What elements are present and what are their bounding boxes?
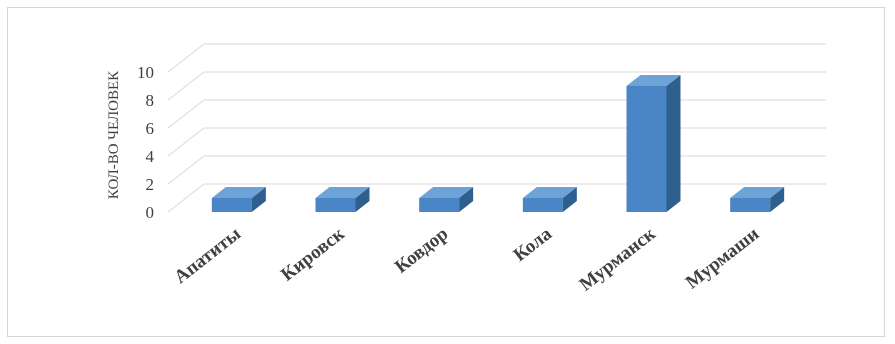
x-tick-label: Кировск bbox=[277, 223, 348, 285]
bar-front bbox=[419, 198, 460, 212]
bar-front bbox=[730, 198, 771, 212]
x-tick-labels: Апатиты Кировск Ковдор Кола Мурманск Мурмаши bbox=[170, 223, 763, 295]
y-tick-label: 8 bbox=[146, 91, 155, 110]
y-tick-label: 10 bbox=[137, 63, 154, 82]
bar-side bbox=[562, 187, 577, 212]
bar-top bbox=[315, 187, 370, 198]
bar bbox=[522, 187, 577, 212]
y-tick-label: 0 bbox=[146, 203, 155, 222]
bar-top bbox=[211, 187, 266, 198]
bar-top bbox=[522, 187, 577, 198]
bar-top bbox=[626, 75, 681, 86]
bar-side bbox=[459, 187, 474, 212]
y-tick-labels: 0 2 4 6 8 10 bbox=[137, 63, 155, 222]
x-tick-label: Апатиты bbox=[170, 223, 245, 288]
x-tick-label: Кола bbox=[510, 223, 557, 266]
bar-front bbox=[522, 198, 563, 212]
chart-frame bbox=[7, 7, 885, 337]
gridline bbox=[167, 183, 826, 213]
bar-side bbox=[770, 187, 785, 212]
bar-top bbox=[419, 187, 474, 198]
y-tick-label: 2 bbox=[146, 175, 155, 194]
bar bbox=[211, 187, 266, 212]
grid-layer bbox=[167, 43, 826, 213]
gridline bbox=[167, 127, 826, 157]
y-tick-label: 4 bbox=[146, 147, 155, 166]
bar bbox=[315, 187, 370, 212]
bar-side bbox=[666, 75, 681, 212]
bar bbox=[419, 187, 474, 212]
y-axis-label: КОЛ-ВО ЧЕЛОВЕК bbox=[106, 70, 122, 199]
x-tick-label: Ковдор bbox=[391, 223, 452, 277]
gridline bbox=[167, 155, 826, 185]
gridline bbox=[167, 43, 826, 73]
y-tick-label: 6 bbox=[146, 119, 155, 138]
bar-front bbox=[315, 198, 356, 212]
gridline bbox=[167, 99, 826, 129]
x-tick-label: Мурмаши bbox=[682, 223, 763, 293]
bar bbox=[730, 187, 785, 212]
gridline bbox=[167, 71, 826, 101]
bar-top bbox=[730, 187, 785, 198]
bar-front bbox=[211, 198, 252, 212]
bar-front bbox=[626, 86, 667, 212]
bar-side bbox=[251, 187, 266, 212]
x-tick-label: Мурманск bbox=[576, 223, 660, 295]
bar-side bbox=[355, 187, 370, 212]
bars bbox=[211, 75, 785, 212]
bar bbox=[626, 75, 681, 212]
